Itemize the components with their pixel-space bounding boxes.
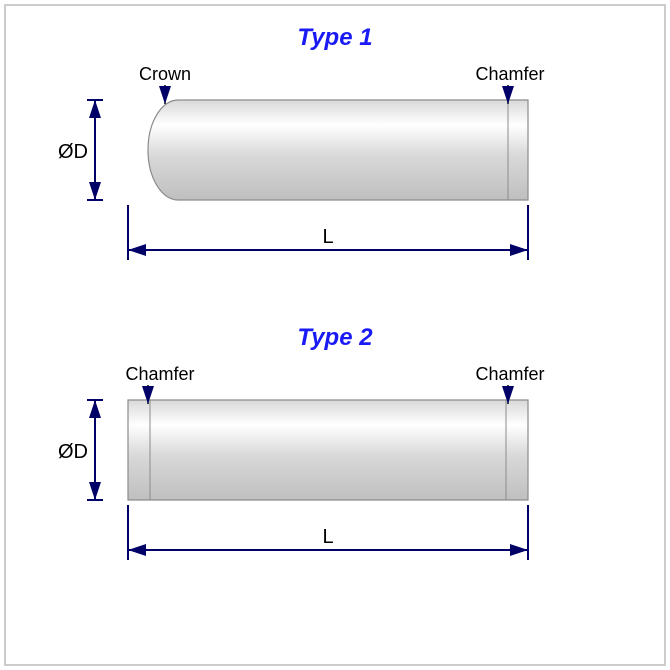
- type2-chamfer-right-label-text: Chamfer: [475, 364, 544, 384]
- arrowhead: [128, 244, 146, 256]
- type1-dim-l-label: L: [322, 226, 333, 248]
- arrowhead: [159, 86, 171, 104]
- type1-title: Type 1: [297, 24, 372, 51]
- arrowhead: [510, 244, 528, 256]
- arrowhead: [89, 100, 101, 118]
- type2-dim-l-label: L: [322, 526, 333, 548]
- type1-crown-label-text: Crown: [139, 64, 191, 84]
- type2-dim-d-label: ØD: [58, 441, 88, 463]
- type2-pin: [128, 400, 528, 500]
- type2-title: Type 2: [297, 324, 373, 351]
- arrowhead: [510, 544, 528, 556]
- type1-pin: [148, 100, 528, 200]
- type2-chamfer-left-label-text: Chamfer: [125, 364, 194, 384]
- arrowhead: [89, 182, 101, 200]
- arrowhead: [128, 544, 146, 556]
- type1-dim-d-label: ØD: [58, 141, 88, 163]
- arrowhead: [89, 400, 101, 418]
- type1-chamfer-label-text: Chamfer: [475, 64, 544, 84]
- arrowhead: [89, 482, 101, 500]
